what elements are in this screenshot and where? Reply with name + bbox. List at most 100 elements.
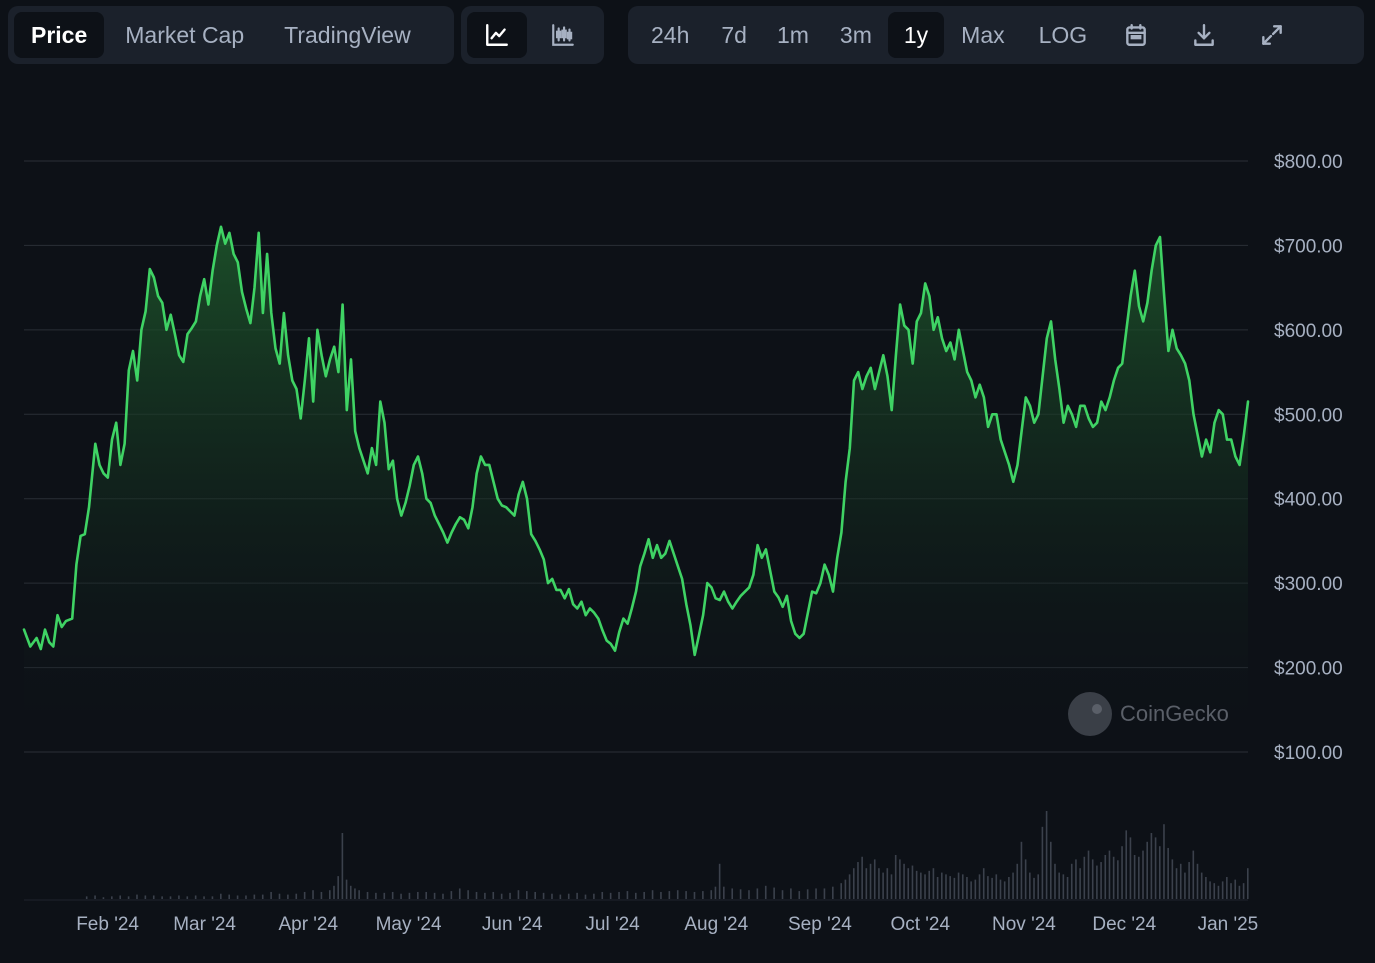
volume-bar bbox=[1200, 872, 1203, 899]
candlestick-chart-icon bbox=[552, 24, 574, 46]
volume-bar bbox=[375, 892, 377, 899]
volume-bar bbox=[982, 868, 985, 899]
volume-bar bbox=[1221, 881, 1224, 899]
x-tick-label: Jan '25 bbox=[1198, 914, 1259, 935]
volume-bar bbox=[320, 891, 323, 899]
volume-bar bbox=[228, 894, 230, 899]
volume-bar bbox=[1167, 847, 1169, 899]
volume-bar bbox=[618, 891, 620, 899]
volume-bar bbox=[840, 883, 842, 899]
range-1y[interactable]: 1y bbox=[887, 12, 945, 58]
date-range-button[interactable] bbox=[1104, 12, 1168, 58]
volume-bar bbox=[978, 874, 981, 899]
volume-bar bbox=[312, 890, 314, 899]
volume-bar bbox=[584, 894, 587, 899]
volume-bar bbox=[601, 891, 604, 899]
volume-bar bbox=[1112, 856, 1115, 899]
volume-bar bbox=[702, 891, 704, 899]
volume-bar bbox=[1146, 841, 1148, 899]
coingecko-logo-icon bbox=[1068, 692, 1112, 736]
volume-bar bbox=[861, 856, 863, 899]
volume-bar bbox=[1091, 859, 1094, 899]
volume-bar bbox=[345, 879, 348, 899]
volume-bar bbox=[928, 870, 931, 899]
volume-bar bbox=[894, 855, 897, 899]
volume-bar bbox=[1226, 877, 1228, 899]
fullscreen-icon bbox=[1262, 25, 1283, 45]
volume-bar bbox=[333, 885, 335, 899]
volume-bar bbox=[383, 892, 386, 899]
volume-bar bbox=[1012, 872, 1014, 899]
volume-bar bbox=[220, 893, 222, 899]
volume-bar bbox=[253, 894, 256, 899]
volume-bar bbox=[869, 863, 872, 899]
volume-bar bbox=[1108, 850, 1111, 899]
tab-tradingview[interactable]: TradingView bbox=[284, 21, 411, 48]
volume-bar bbox=[203, 896, 205, 899]
volume-bar bbox=[1083, 856, 1086, 899]
volume-bar bbox=[278, 893, 281, 899]
volume-bar bbox=[1054, 863, 1056, 899]
volume-bar bbox=[1075, 859, 1077, 899]
volume-bar bbox=[1049, 841, 1052, 899]
volume-bar bbox=[194, 895, 197, 899]
volume-bar bbox=[1163, 824, 1165, 899]
download-button[interactable] bbox=[1168, 12, 1240, 58]
volume-bar bbox=[1104, 855, 1107, 899]
volume-bar bbox=[865, 868, 868, 899]
volume-bar bbox=[287, 894, 289, 899]
volume-bar bbox=[341, 833, 344, 899]
range-1m[interactable]: 1m bbox=[776, 21, 809, 48]
y-tick-label: $800.00 bbox=[1274, 152, 1343, 173]
volume-bar bbox=[178, 895, 180, 899]
chart-type-toggle bbox=[461, 6, 604, 64]
y-tick-label: $600.00 bbox=[1274, 321, 1343, 342]
volume-bar bbox=[1138, 856, 1140, 899]
volume-bar bbox=[1209, 881, 1211, 899]
volume-bar bbox=[995, 874, 998, 899]
volume-bar bbox=[1079, 868, 1081, 899]
x-tick-label: Oct '24 bbox=[890, 914, 950, 935]
volume-bar bbox=[798, 891, 801, 899]
volume-bar bbox=[1045, 811, 1048, 899]
volume-bar bbox=[1087, 850, 1090, 899]
x-tick-label: May '24 bbox=[376, 914, 442, 935]
volume-bar bbox=[1192, 850, 1195, 899]
volume-bar bbox=[408, 892, 411, 899]
volume-bar bbox=[953, 877, 956, 899]
volume-bar bbox=[718, 863, 721, 899]
x-tick-label: Aug '24 bbox=[684, 914, 748, 935]
range-max[interactable]: Max bbox=[961, 21, 1005, 48]
volume-bar bbox=[966, 877, 968, 899]
volume-bar bbox=[764, 885, 767, 899]
volume-bar bbox=[211, 896, 214, 899]
y-axis: $800.00 $700.00 $600.00 $500.00 $400.00 $300.… bbox=[1274, 152, 1343, 764]
volume-bar bbox=[1154, 837, 1157, 899]
log-scale-toggle[interactable]: LOG bbox=[1038, 21, 1088, 48]
range-3m[interactable]: 3m bbox=[839, 21, 872, 48]
volume-bar bbox=[349, 885, 352, 899]
tab-price[interactable]: Price bbox=[14, 12, 105, 58]
volume-bar bbox=[878, 868, 880, 899]
volume-bar bbox=[295, 893, 298, 899]
volume-bar bbox=[1016, 863, 1019, 899]
line-chart-button[interactable] bbox=[467, 12, 527, 58]
range-7d[interactable]: 7d bbox=[721, 21, 747, 48]
fullscreen-button[interactable] bbox=[1240, 12, 1304, 58]
volume-bar bbox=[152, 895, 155, 899]
volume-bar bbox=[475, 891, 478, 899]
volume-bar bbox=[450, 891, 453, 899]
tab-market-cap[interactable]: Market Cap bbox=[125, 21, 245, 48]
volume-bar bbox=[111, 896, 113, 899]
x-tick-label: Jun '24 bbox=[482, 914, 543, 935]
range-24h[interactable]: 24h bbox=[651, 21, 690, 48]
volume-bar bbox=[1041, 826, 1044, 899]
volume-bar bbox=[1150, 833, 1153, 899]
x-tick-label: Feb '24 bbox=[76, 914, 139, 935]
x-tick-label: Sep '24 bbox=[788, 914, 852, 935]
volume-bar bbox=[832, 886, 834, 899]
candlestick-chart-button[interactable] bbox=[533, 12, 593, 58]
volume-bar bbox=[542, 892, 545, 899]
price-line bbox=[22, 225, 1250, 657]
volume-bar bbox=[144, 895, 147, 899]
